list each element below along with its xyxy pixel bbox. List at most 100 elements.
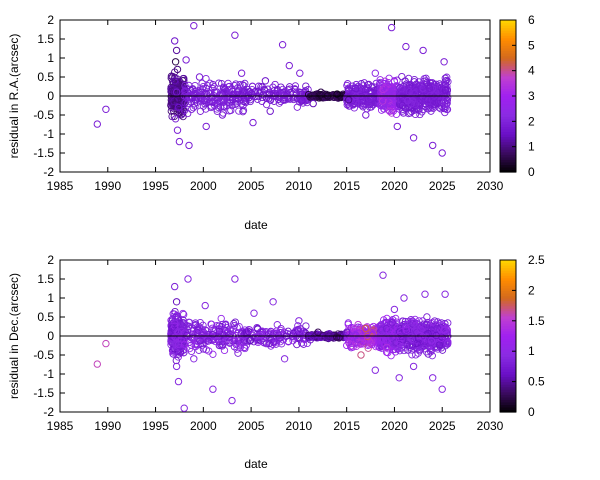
colorbar-segment [500, 63, 516, 67]
colorbar-segment [500, 106, 516, 110]
scatter-point [209, 330, 217, 339]
scatter-point [187, 105, 196, 114]
colorbar-segment [500, 305, 516, 309]
colorbar-segment [500, 80, 516, 84]
scatter-point [429, 141, 437, 150]
colorbar-segment [500, 149, 516, 153]
scatter-points [93, 22, 448, 157]
colorbar-segment [500, 30, 516, 34]
scatter-point [209, 350, 217, 358]
scatter-point [196, 94, 205, 102]
colorbar-segment [500, 323, 516, 327]
y-tick-label: 0.5 [37, 70, 54, 84]
scatter-point [401, 104, 409, 112]
scatter-point [215, 327, 224, 336]
scatter-point [269, 298, 277, 306]
scatter-point [399, 317, 407, 325]
scatter-point [171, 313, 180, 321]
scatter-point [191, 91, 200, 99]
scatter-point [262, 339, 271, 348]
scatter-point [352, 342, 361, 350]
scatter-point [401, 328, 410, 336]
scatter-point [251, 87, 260, 95]
scatter-point [201, 301, 209, 310]
colorbar-tick-label: 0.5 [528, 375, 545, 389]
colorbar-segment [500, 78, 516, 82]
colorbar-segment [500, 338, 516, 342]
y-axis-label: residual in Dec.(arcsec) [7, 273, 21, 399]
colorbar-segment [500, 386, 516, 390]
colorbar-segment [500, 58, 516, 62]
colorbar-segment [500, 391, 516, 395]
colorbar-segment [500, 384, 516, 388]
scatter-point [343, 101, 351, 109]
scatter-point [314, 328, 322, 336]
scatter-point [289, 94, 297, 102]
colorbar: 0 0.5 1 1.5 2 2.5 [499, 253, 545, 419]
scatter-point [169, 333, 177, 341]
colorbar-segment [500, 32, 516, 36]
scatter-point [173, 126, 182, 134]
scatter-point [254, 333, 262, 341]
scatter-point [395, 94, 404, 102]
scatter-point [296, 69, 304, 77]
scatter-point [439, 326, 448, 335]
colorbar-segment [500, 126, 516, 130]
colorbar-segment [500, 139, 516, 143]
scatter-point [405, 74, 413, 83]
colorbar-tick-label: 0 [528, 165, 535, 179]
colorbar-tick-label: 3 [528, 89, 535, 103]
colorbar-segment [500, 262, 516, 266]
x-tick-label: 1985 [47, 419, 74, 433]
scatter-point [285, 61, 293, 70]
scatter-point [352, 331, 360, 339]
colorbar-segment [500, 356, 516, 360]
colorbar-segment [500, 376, 516, 380]
scatter-point [226, 330, 234, 338]
colorbar-segment [500, 50, 516, 54]
scatter-point [93, 120, 102, 128]
colorbar-segment [500, 280, 516, 284]
scatter-point [294, 322, 302, 330]
colorbar-segment [500, 363, 516, 367]
scatter-point [202, 122, 210, 131]
scatter-point [244, 336, 252, 344]
scatter-point [275, 99, 283, 107]
scatter-point [367, 90, 376, 98]
colorbar-segment [500, 103, 516, 107]
colorbar-segment [500, 399, 516, 403]
scatter-point [243, 85, 251, 94]
colorbar-segment [500, 313, 516, 317]
scatter-point [402, 42, 410, 51]
colorbar-segment [500, 98, 516, 102]
colorbar-segment [500, 123, 516, 127]
scatter-point [345, 91, 353, 99]
scatter-point [414, 100, 422, 108]
colorbar-segment [500, 55, 516, 59]
scatter-point [261, 77, 270, 85]
colorbar-segment [500, 287, 516, 291]
colorbar-segment [500, 40, 516, 44]
x-tick-label: 2025 [429, 419, 456, 433]
scatter-point [376, 336, 385, 345]
scatter-point [407, 343, 415, 351]
scatter-point [202, 105, 210, 113]
colorbar-segment [500, 60, 516, 64]
scatter-point [295, 326, 303, 335]
scatter-point [182, 56, 190, 64]
scatter-point [419, 322, 427, 330]
scatter-point [410, 75, 419, 84]
scatter-point [412, 351, 420, 359]
scatter-point [298, 97, 306, 105]
scatter-point [280, 355, 289, 363]
scatter-point [352, 80, 360, 89]
scatter-point [184, 323, 192, 331]
scatter-point [250, 309, 258, 317]
scatter-point [385, 91, 393, 99]
scatter-point [438, 333, 446, 341]
colorbar-segment [500, 47, 516, 51]
scatter-point [185, 81, 193, 90]
colorbar-segment [500, 144, 516, 148]
scatter-point [291, 85, 299, 94]
